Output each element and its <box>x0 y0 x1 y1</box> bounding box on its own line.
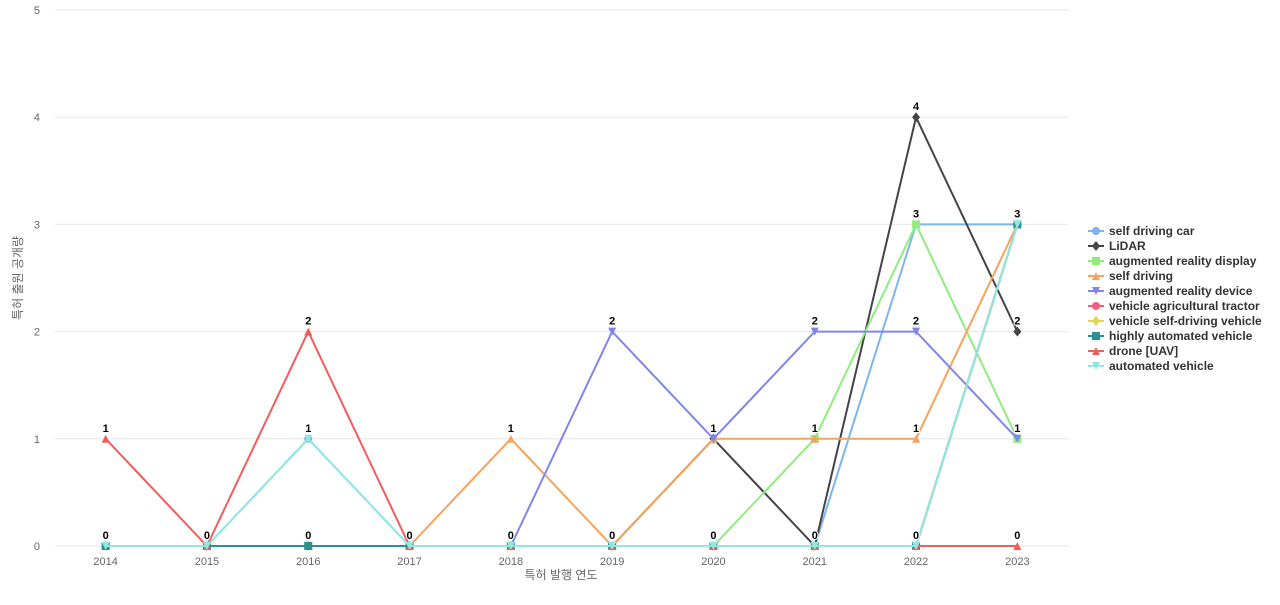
data-label: 0 <box>406 530 412 542</box>
data-label: 1 <box>913 423 919 435</box>
legend-label: augmented reality device <box>1109 284 1253 298</box>
marker <box>709 542 718 550</box>
data-label: 1 <box>305 423 311 435</box>
x-tick-label: 2017 <box>397 556 421 568</box>
marker <box>304 542 313 550</box>
legend-label: self driving car <box>1109 224 1195 238</box>
y-tick-label: 4 <box>34 112 40 124</box>
marker <box>304 327 313 336</box>
legend-label: augmented reality display <box>1109 254 1257 268</box>
y-tick-label: 5 <box>34 5 40 17</box>
marker <box>810 327 819 336</box>
legend-marker <box>1092 347 1100 355</box>
marker <box>304 434 313 443</box>
series-line <box>105 223 1019 548</box>
marker <box>405 542 414 550</box>
marker <box>912 220 921 229</box>
data-label: 0 <box>1014 530 1020 542</box>
x-tick-label: 2019 <box>600 556 624 568</box>
legend-marker <box>1092 316 1100 326</box>
x-tick-label: 2020 <box>701 556 725 568</box>
x-tick-label: 2015 <box>195 556 219 568</box>
legend-marker <box>1092 241 1100 251</box>
data-label: 2 <box>812 316 818 328</box>
data-label: 2 <box>305 316 311 328</box>
data-label: 2 <box>609 316 615 328</box>
x-tick-label: 2016 <box>296 556 320 568</box>
data-label: 3 <box>913 208 919 220</box>
data-label: 0 <box>609 530 615 542</box>
marker <box>506 434 515 443</box>
data-label: 0 <box>305 530 311 542</box>
y-tick-label: 0 <box>34 541 40 553</box>
legend-label: automated vehicle <box>1109 359 1214 373</box>
marker <box>608 542 617 550</box>
marker <box>1013 434 1022 443</box>
data-label: 1 <box>812 423 818 435</box>
x-tick-label: 2022 <box>904 556 928 568</box>
data-label: 3 <box>1014 208 1020 220</box>
legend-label: highly automated vehicle <box>1109 329 1253 343</box>
data-label: 4 <box>913 101 920 113</box>
data-label: 1 <box>103 423 109 435</box>
data-label: 1 <box>508 423 514 435</box>
x-axis-title: 특허 발행 연도 <box>525 567 598 582</box>
data-label: 0 <box>508 530 514 542</box>
legend-label: drone [UAV] <box>1109 344 1178 358</box>
legend-label: LiDAR <box>1109 239 1146 253</box>
x-tick-label: 2014 <box>93 556 117 568</box>
marker <box>202 542 211 550</box>
data-label: 2 <box>913 316 919 328</box>
series-line <box>105 224 1019 547</box>
legend-marker <box>1092 302 1100 310</box>
x-tick-label: 2021 <box>803 556 827 568</box>
series-line <box>105 222 1019 547</box>
marker <box>709 434 718 443</box>
marker <box>506 542 515 550</box>
data-label: 0 <box>103 530 109 542</box>
marker <box>608 327 617 336</box>
data-label: 1 <box>710 423 716 435</box>
data-label: 1 <box>1014 423 1020 435</box>
data-label: 0 <box>812 530 818 542</box>
legend-marker <box>1092 287 1100 295</box>
y-tick-label: 2 <box>34 327 40 339</box>
legend-marker <box>1092 272 1100 280</box>
marker <box>1013 542 1022 550</box>
legend-label: vehicle self-driving vehicle <box>1109 314 1262 328</box>
marker <box>912 542 921 550</box>
y-tick-label: 1 <box>34 434 40 446</box>
series-line <box>105 224 1019 547</box>
marker <box>810 434 819 443</box>
y-tick-label: 3 <box>34 219 40 231</box>
x-tick-label: 2018 <box>499 556 523 568</box>
marker <box>1013 326 1022 337</box>
series-line <box>105 223 1018 547</box>
marker <box>101 434 110 443</box>
marker <box>912 434 921 443</box>
legend-marker <box>1092 332 1100 340</box>
marker <box>810 542 819 550</box>
y-axis-title: 특허 출원 공개량 <box>11 236 25 320</box>
marker <box>912 112 921 123</box>
data-label: 0 <box>913 530 919 542</box>
data-label: 0 <box>710 530 716 542</box>
legend-marker <box>1092 257 1100 265</box>
data-label: 0 <box>204 530 210 542</box>
marker <box>1013 220 1022 229</box>
series-line <box>105 224 1019 547</box>
legend-marker <box>1092 362 1100 370</box>
legend-marker <box>1092 227 1100 235</box>
legend-label: self driving <box>1109 269 1173 283</box>
x-tick-label: 2023 <box>1005 556 1029 568</box>
series-line <box>105 224 1019 547</box>
marker <box>101 542 110 550</box>
marker <box>912 327 921 336</box>
legend-label: vehicle agricultural tractor <box>1109 299 1260 313</box>
data-label: 2 <box>1014 316 1020 328</box>
